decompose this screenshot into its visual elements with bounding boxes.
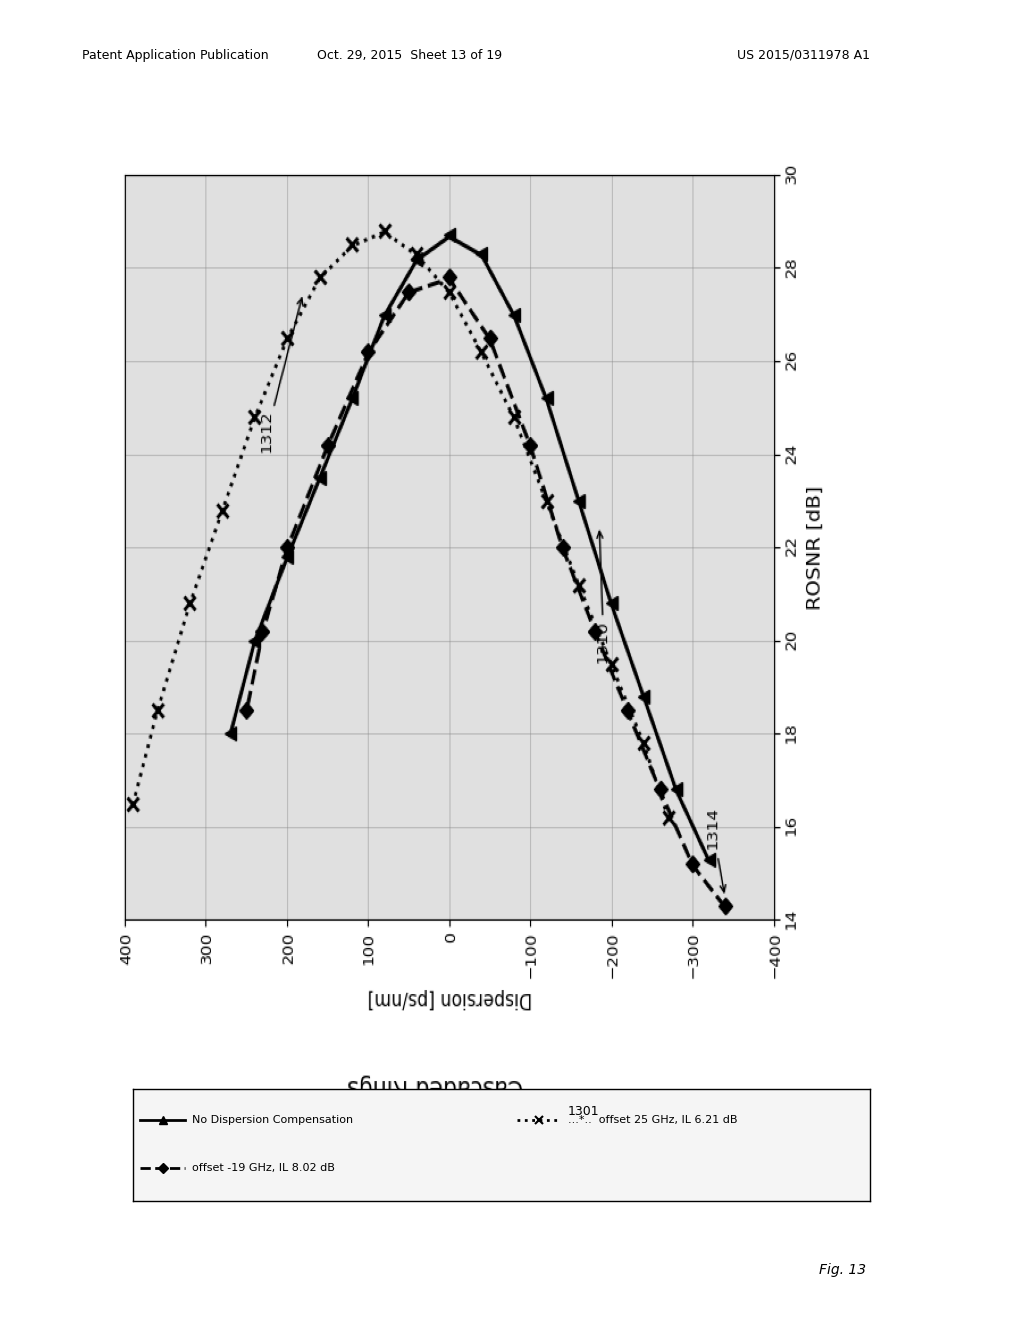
Text: Oct. 29, 2015  Sheet 13 of 19: Oct. 29, 2015 Sheet 13 of 19 [317,49,502,62]
Text: Fig. 13: Fig. 13 [819,1263,866,1276]
Text: US 2015/0311978 A1: US 2015/0311978 A1 [737,49,870,62]
Text: 1301: 1301 [568,1105,599,1118]
Text: No Dispersion Compensation: No Dispersion Compensation [193,1115,353,1126]
Text: offset -19 GHz, IL 8.02 dB: offset -19 GHz, IL 8.02 dB [193,1163,335,1172]
Text: Patent Application Publication: Patent Application Publication [82,49,268,62]
Text: ...*..  offset 25 GHz, IL 6.21 dB: ...*.. offset 25 GHz, IL 6.21 dB [568,1115,737,1126]
